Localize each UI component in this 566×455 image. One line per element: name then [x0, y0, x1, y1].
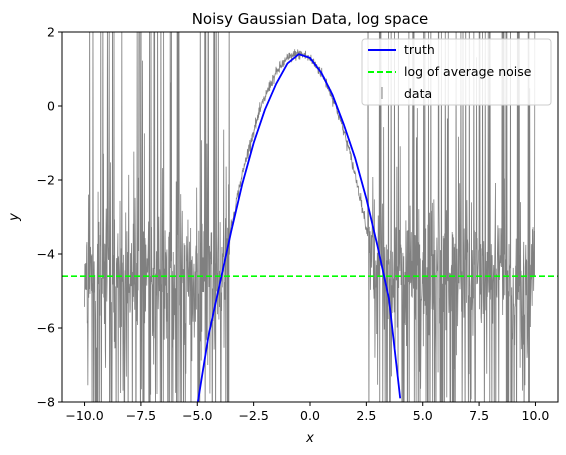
y-tick-label: −8 — [37, 395, 55, 410]
legend-label-truth: truth — [404, 42, 435, 57]
x-tick-label: −5.0 — [182, 408, 212, 423]
chart-title: Noisy Gaussian Data, log space — [192, 10, 429, 28]
legend-label-noise: log of average noise — [404, 64, 532, 79]
x-tick-label: 5.0 — [413, 408, 433, 423]
data-series-line — [84, 32, 536, 402]
legend-label-data: data — [404, 86, 432, 101]
truth-series-line — [196, 53, 402, 402]
x-axis-label: x — [305, 431, 314, 446]
x-tick-label: −10.0 — [65, 408, 103, 423]
y-tick-label: −4 — [37, 247, 55, 262]
x-tick-label: −7.5 — [126, 408, 156, 423]
x-tick-label: −2.5 — [238, 408, 268, 423]
y-axis-label: y — [7, 213, 22, 222]
x-tick-label: 2.5 — [356, 408, 376, 423]
x-tick-label: 0.0 — [300, 408, 320, 423]
y-tick-label: 2 — [47, 25, 55, 40]
y-tick-label: 0 — [47, 99, 55, 114]
y-tick-label: −2 — [37, 173, 55, 188]
legend-box — [361, 38, 552, 106]
x-tick-label: 10.0 — [522, 408, 550, 423]
y-tick-label: −6 — [37, 321, 55, 336]
x-tick-label: 7.5 — [469, 408, 489, 423]
legend: truth log of average noise data — [361, 38, 552, 106]
